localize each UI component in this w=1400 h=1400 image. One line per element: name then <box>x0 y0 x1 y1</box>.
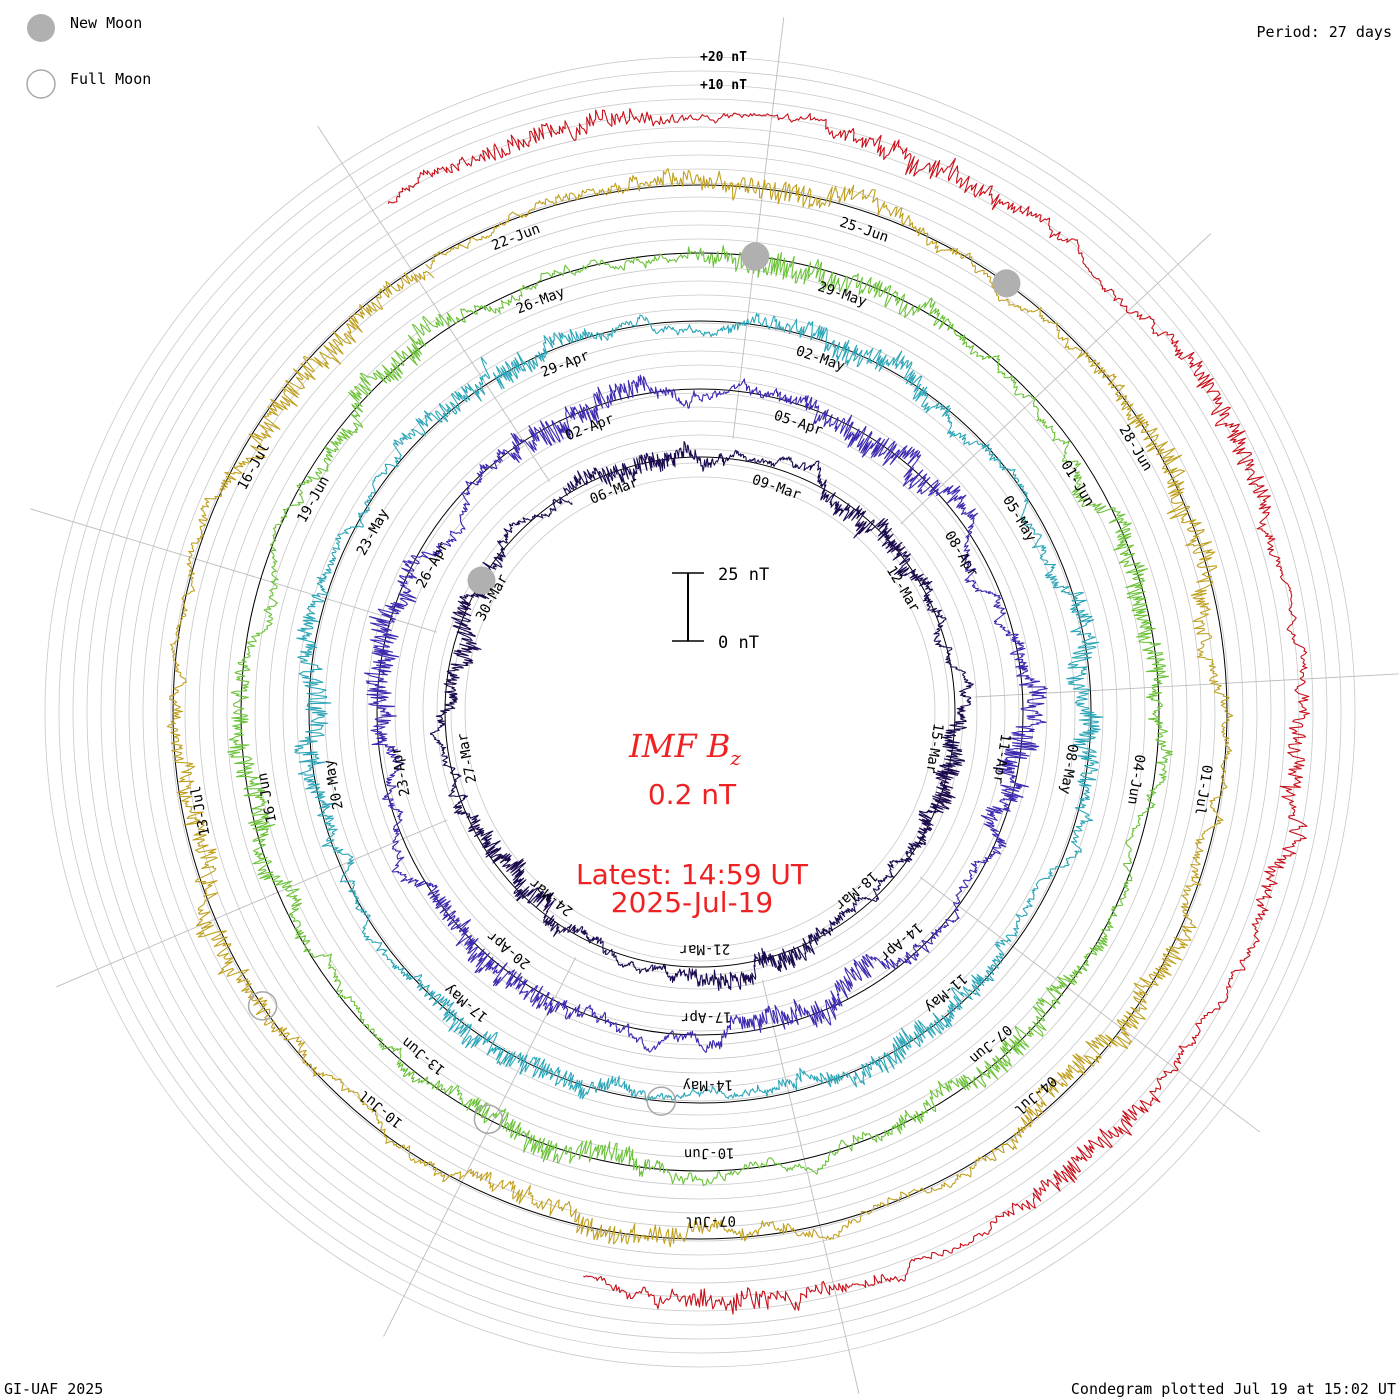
footer-credit: GI-UAF 2025 <box>4 1380 103 1398</box>
date-label: 11-Apr <box>990 732 1014 784</box>
chart-grid <box>30 16 1399 1394</box>
grid-spoke <box>383 957 577 1337</box>
trace-5 <box>166 168 1234 1248</box>
grid-ring <box>268 280 1132 1144</box>
center-title: IMF Bz <box>628 727 741 770</box>
grid-ring <box>380 392 1020 1032</box>
trace-6 <box>387 108 1310 1315</box>
grid-ring <box>422 434 978 990</box>
grid-spoke <box>732 16 785 440</box>
grid-ring <box>142 154 1258 1270</box>
date-label: 14-May <box>682 1076 733 1093</box>
chart-baselines <box>172 184 1228 1240</box>
grid-ring <box>240 252 1160 1172</box>
grid-ring <box>72 84 1328 1340</box>
baseline-ring <box>172 184 1228 1240</box>
chart-traces <box>166 108 1310 1315</box>
latest-time: Latest: 14:59 UT <box>576 858 809 891</box>
grid-ring <box>128 140 1272 1284</box>
date-label: 09-Mar <box>750 472 803 503</box>
current-value: 0.2 nT <box>648 778 737 811</box>
grid-ring <box>338 350 1062 1074</box>
date-label: 08-May <box>1057 743 1081 795</box>
date-label: 07-Jul <box>685 1212 736 1229</box>
grid-spoke <box>762 979 860 1394</box>
grid-ring <box>58 70 1342 1354</box>
date-label: 13-Jul <box>188 785 214 838</box>
grid-ring <box>450 462 950 962</box>
grid-spoke <box>919 876 1261 1133</box>
grid-ring <box>170 182 1230 1242</box>
grid-ring <box>114 126 1286 1298</box>
grid-ring <box>156 168 1244 1256</box>
baseline-ring <box>240 252 1160 1172</box>
grid-ring <box>254 266 1146 1158</box>
grid-ring <box>408 420 992 1004</box>
grid-spoke <box>900 233 1212 525</box>
full-moon-marker <box>646 1086 677 1116</box>
date-label: 10-Jun <box>684 1144 735 1161</box>
grid-ring <box>296 308 1104 1116</box>
date-label: 25-Jun <box>837 214 890 245</box>
date-label: 08-Apr <box>941 528 981 580</box>
date-label: 01-Jun <box>1057 458 1097 510</box>
full-moon-marker <box>473 1104 504 1135</box>
grid-ring <box>352 364 1048 1060</box>
grid-ring <box>212 224 1188 1200</box>
grid-ring <box>436 448 964 976</box>
date-label: 01-Jul <box>1191 764 1215 816</box>
new-moon-icon <box>27 14 55 42</box>
scale-top-label: 25 nT <box>718 565 769 585</box>
trace-3 <box>294 312 1104 1102</box>
date-label: 10-Jul <box>356 1087 405 1131</box>
grid-ring <box>226 238 1174 1186</box>
trace-4 <box>227 245 1173 1187</box>
grid-spoke <box>317 125 551 482</box>
moon-markers <box>247 242 1021 1135</box>
date-label: 26-Apr <box>414 539 452 591</box>
new-moon-marker <box>992 269 1021 298</box>
date-label: 16-Jun <box>255 771 281 824</box>
full-moon-icon <box>26 69 56 99</box>
grid-ring <box>44 56 1356 1368</box>
date-label: 28-Jun <box>1115 423 1155 475</box>
grid-ring <box>464 476 936 948</box>
new-moon-marker <box>741 242 770 271</box>
date-label: 27-Mar <box>455 732 481 785</box>
date-label: 04-Jun <box>1124 753 1148 805</box>
scale-bottom-label: 0 nT <box>718 633 759 653</box>
grid-ring <box>394 406 1006 1018</box>
date-label: 23-Apr <box>388 745 414 798</box>
grid-ring <box>100 112 1300 1312</box>
footer-plotted: Condegram plotted Jul 19 at 15:02 UT <box>1071 1380 1396 1398</box>
trace-1 <box>429 441 974 992</box>
date-label: 15-Mar <box>922 722 946 774</box>
grid-ring <box>86 98 1314 1326</box>
grid-ring <box>282 294 1118 1130</box>
period-label: Period: 27 days <box>1257 23 1392 41</box>
ring-label-plus10: +10 nT <box>700 78 747 93</box>
new-moon-marker <box>467 566 496 595</box>
date-label: 17-Apr <box>681 1008 732 1025</box>
trace-2 <box>364 374 1048 1053</box>
date-label: 14-Apr <box>877 919 926 964</box>
grid-spoke <box>30 508 437 633</box>
grid-spoke <box>56 819 448 988</box>
baseline-ring <box>376 388 1024 1036</box>
ring-label-plus20: +20 nT <box>700 50 747 65</box>
full-moon-marker <box>247 991 278 1021</box>
date-label: 19-Jun <box>294 474 332 526</box>
full-moon-label: Full Moon <box>70 70 151 88</box>
date-label: 21-Mar <box>680 940 731 957</box>
new-moon-label: New Moon <box>70 14 142 32</box>
grid-ring <box>198 210 1202 1214</box>
latest-date: 2025-Jul-19 <box>611 886 773 919</box>
